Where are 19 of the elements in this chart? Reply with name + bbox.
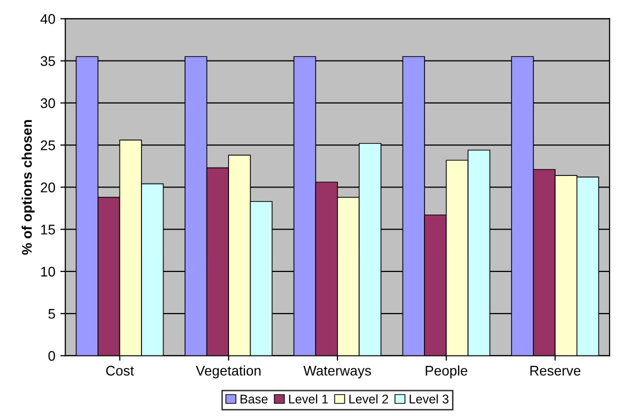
x-tick-label: Waterways <box>303 366 372 378</box>
y-tick-label: 5 <box>48 309 56 319</box>
legend-label: Base <box>240 394 268 404</box>
y-tick-label: 40 <box>40 14 56 24</box>
y-axis-title: % of options chosen <box>22 120 35 255</box>
x-tick-label: Reserve <box>530 366 580 376</box>
x-tick-label: People <box>426 365 468 378</box>
y-tick-label: 30 <box>40 98 56 108</box>
y-tick-label: 35 <box>40 56 56 66</box>
y-tick-label: 25 <box>40 140 56 150</box>
legend-label: Level 2 <box>349 394 388 404</box>
y-tick-label: 0 <box>48 351 56 361</box>
x-tick-label: Cost <box>106 366 134 376</box>
y-tick-label: 20 <box>40 182 56 192</box>
x-tick-label: Vegetation <box>196 365 261 378</box>
y-tick-label: 10 <box>41 266 56 277</box>
legend-label: Level 3 <box>410 394 448 404</box>
y-tick-label: 15 <box>41 224 56 234</box>
legend-label: Level 1 <box>289 394 328 404</box>
